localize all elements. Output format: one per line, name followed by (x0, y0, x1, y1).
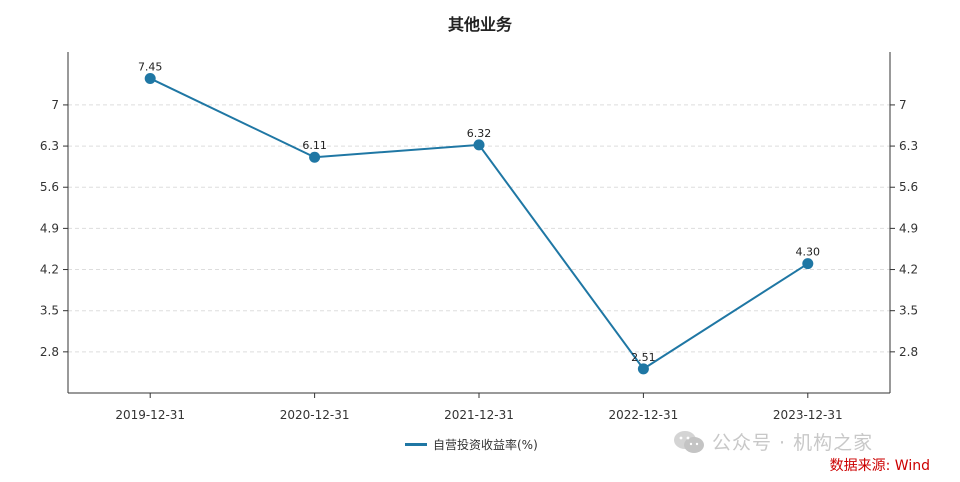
y-tick-label: 7 (51, 98, 59, 112)
data-label: 7.45 (138, 60, 163, 73)
y-tick-label-right: 7 (899, 98, 907, 112)
watermark: 公众号 · 机构之家 (672, 428, 873, 455)
data-label: 6.32 (467, 127, 492, 140)
legend-swatch (405, 442, 427, 446)
y-tick-label: 4.9 (40, 221, 59, 235)
wechat-icon (672, 429, 706, 455)
y-tick-label-right: 6.3 (899, 139, 918, 153)
data-source: 数据来源: Wind (829, 458, 930, 474)
y-tick-label-right: 4.2 (899, 263, 918, 277)
y-tick-label: 5.6 (40, 180, 59, 194)
data-point (802, 258, 814, 270)
y-tick-label-right: 5.6 (899, 180, 918, 194)
y-tick-label: 2.8 (40, 345, 59, 359)
x-tick-label: 2020-12-31 (280, 408, 350, 422)
x-tick-label: 2022-12-31 (609, 408, 679, 422)
data-label: 2.51 (631, 351, 656, 364)
series-line (149, 77, 809, 371)
data-point (309, 151, 321, 163)
data-label: 4.30 (796, 246, 821, 259)
y-tick-label: 3.5 (40, 304, 59, 318)
data-label: 6.11 (302, 139, 327, 152)
legend[interactable]: 自营投资收益率(%) (405, 436, 538, 452)
y-tick-label: 6.3 (40, 139, 59, 153)
watermark-text: 公众号 · 机构之家 (712, 432, 874, 454)
y-tick-label-right: 2.8 (899, 345, 918, 359)
x-tick-label: 2021-12-31 (444, 408, 514, 422)
y-tick-label-right: 3.5 (899, 304, 918, 318)
data-point (637, 363, 649, 375)
x-tick-label: 2023-12-31 (773, 408, 843, 422)
x-tick-label: 2019-12-31 (115, 408, 185, 422)
y-tick-label-right: 4.9 (899, 221, 918, 235)
y-tick-label: 4.2 (40, 263, 59, 277)
data-point (473, 139, 485, 151)
chart-title: 其他业务 (447, 15, 512, 34)
data-point (144, 72, 156, 84)
legend-label: 自营投资收益率(%) (433, 437, 538, 452)
